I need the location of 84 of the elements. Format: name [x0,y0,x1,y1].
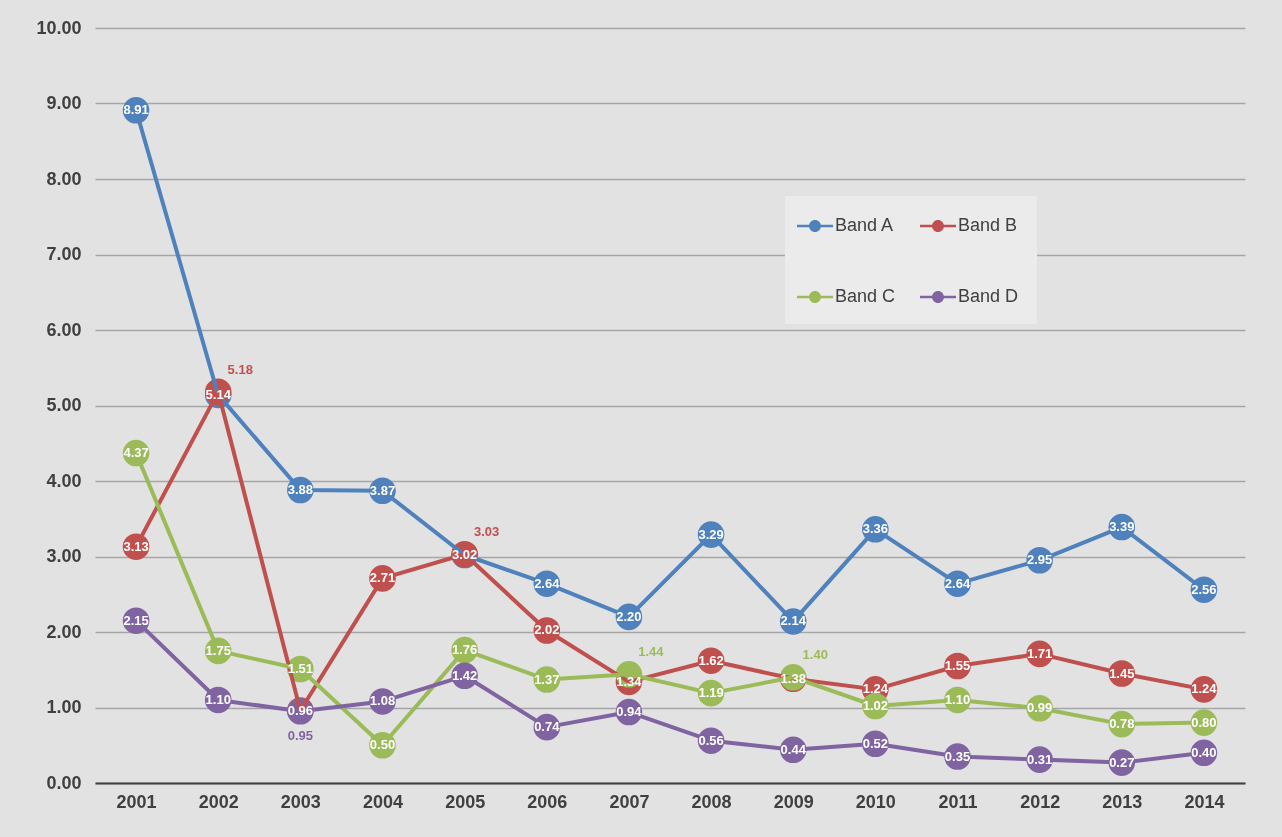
data-label: 1.37 [534,671,560,687]
data-label: 1.10 [944,691,971,707]
data-label: 1.34 [616,673,643,689]
x-tick-label: 2007 [609,791,650,812]
data-label: 0.96 [287,702,314,718]
data-label: 2.20 [616,608,642,624]
data-label: 1.02 [862,697,889,713]
x-tick-label: 2009 [773,791,814,812]
data-label: 0.44 [780,741,807,757]
data-label: 1.62 [698,652,724,668]
y-tick-label: 10.00 [36,17,82,38]
x-tick-label: 2012 [1020,791,1061,812]
data-label: 3.29 [698,526,724,542]
data-label: 0.94 [616,704,643,720]
data-label: 3.36 [862,521,889,537]
data-label: 1.44 [638,644,665,660]
data-label: 1.38 [780,670,806,686]
legend-label: Band B [958,215,1018,235]
data-label: 8.91 [123,102,149,118]
data-label: 3.13 [123,538,149,554]
data-label: 3.87 [369,482,396,498]
data-label: 2.64 [534,575,561,591]
data-label: 2.15 [123,612,149,628]
data-label: 1.08 [369,693,396,709]
data-label: 0.99 [1026,700,1053,716]
data-label: 0.40 [1191,744,1217,760]
data-label: 1.42 [451,667,478,683]
data-label: 1.75 [205,642,231,658]
data-label: 3.88 [287,482,314,498]
data-label: 0.31 [1026,751,1053,767]
data-label: 1.71 [1026,645,1053,661]
legend-label: Band A [835,215,894,235]
y-tick-label: 1.00 [46,697,82,717]
data-label: 2.64 [944,575,971,591]
data-label: 1.24 [1191,681,1218,697]
x-tick-label: 2001 [116,791,157,812]
data-label: 5.18 [227,361,253,377]
y-tick-label: 3.00 [46,546,82,566]
x-tick-label: 2011 [938,791,978,812]
x-tick-label: 2006 [527,791,568,812]
x-tick-label: 2014 [1184,791,1225,812]
data-label: 0.56 [698,732,724,748]
data-label: 2.14 [780,613,807,629]
x-tick-label: 2013 [1102,791,1143,812]
y-tick-label: 5.00 [46,395,82,415]
x-tick-label: 2008 [691,791,732,812]
data-label: 0.78 [1109,716,1135,732]
data-label: 0.52 [862,735,889,751]
x-tick-label: 2003 [280,791,321,812]
data-label: 4.37 [123,445,149,461]
data-label: 1.40 [802,647,828,663]
data-label: 0.80 [1191,714,1217,730]
data-label: 1.24 [862,681,889,697]
x-tick-label: 2002 [198,791,239,812]
y-tick-label: 8.00 [46,168,82,189]
data-label: 0.27 [1109,754,1135,770]
y-tick-label: 4.00 [46,470,82,491]
data-label: 3.03 [473,524,500,540]
data-label: 0.50 [369,737,396,753]
y-tick-label: 0.00 [46,772,82,793]
data-label: 1.76 [451,642,478,658]
data-label: 1.19 [698,685,724,701]
y-tick-label: 7.00 [46,244,82,264]
data-label: 0.74 [534,719,561,735]
data-label: 3.39 [1109,519,1135,535]
data-label: 1.10 [205,691,231,707]
y-tick-label: 2.00 [46,621,82,642]
legend-label: Band D [958,286,1019,306]
data-label: 2.95 [1026,552,1053,568]
x-tick-label: 2010 [855,791,896,812]
data-label: 2.02 [534,622,560,638]
data-label: 0.95 [287,728,314,744]
legend-label: Band C [835,286,896,306]
data-label: 2.71 [369,570,396,586]
data-label: 1.55 [944,657,971,673]
data-label: 1.51 [287,660,314,676]
y-tick-label: 9.00 [46,93,82,113]
data-label: 3.02 [451,546,478,562]
y-tick-label: 6.00 [46,319,82,340]
data-label: 1.45 [1109,665,1135,681]
data-label: 2.56 [1191,581,1217,597]
x-tick-label: 2004 [362,791,404,812]
data-label: 0.35 [944,748,971,764]
x-tick-label: 2005 [445,791,486,812]
